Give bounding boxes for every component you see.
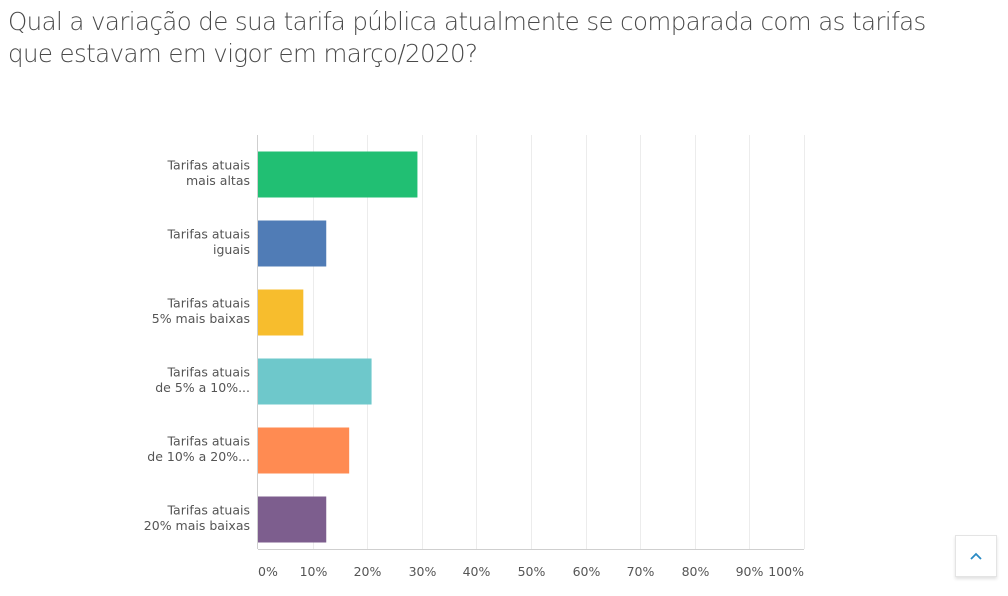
scroll-to-top-button[interactable]: [955, 535, 997, 577]
y-category-label: Tarifas atuais: [166, 365, 250, 380]
x-tick-label: 10%: [300, 564, 328, 579]
x-tick-label: 20%: [354, 564, 382, 579]
x-tick-label: 30%: [409, 564, 437, 579]
bar: [258, 496, 327, 543]
y-category-label: Tarifas atuais: [166, 158, 250, 173]
x-tick-label: 80%: [682, 564, 710, 579]
y-category-label: mais altas: [186, 173, 250, 188]
y-category-label: 5% mais baixas: [152, 311, 250, 326]
bar: [258, 427, 350, 474]
x-tick-label: 0%: [258, 564, 278, 579]
y-category-label: Tarifas atuais: [166, 503, 250, 518]
chevron-up-icon: [970, 552, 982, 560]
y-category-label: 20% mais baixas: [144, 518, 250, 533]
y-category-label: Tarifas atuais: [166, 296, 250, 311]
y-category-label: de 10% a 20%...: [147, 449, 250, 464]
y-category-label: iguais: [213, 242, 250, 257]
y-category-label: Tarifas atuais: [166, 227, 250, 242]
bar: [258, 220, 327, 267]
bar: [258, 151, 418, 198]
bar: [258, 358, 372, 405]
x-tick-label: 70%: [627, 564, 655, 579]
x-tick-label: 40%: [463, 564, 491, 579]
x-tick-label: 100%: [768, 564, 804, 579]
y-category-label: Tarifas atuais: [166, 434, 250, 449]
question-title-line1: Qual a variação de sua tarifa pública at…: [8, 7, 926, 36]
question-title: Qual a variação de sua tarifa pública at…: [8, 6, 1003, 70]
bar: [258, 289, 304, 336]
y-category-label: de 5% a 10%...: [155, 380, 250, 395]
x-tick-label: 50%: [518, 564, 546, 579]
question-title-line2: que estavam em vigor em março/2020?: [8, 39, 478, 68]
x-tick-label: 60%: [573, 564, 601, 579]
x-tick-label: 90%: [736, 564, 764, 579]
